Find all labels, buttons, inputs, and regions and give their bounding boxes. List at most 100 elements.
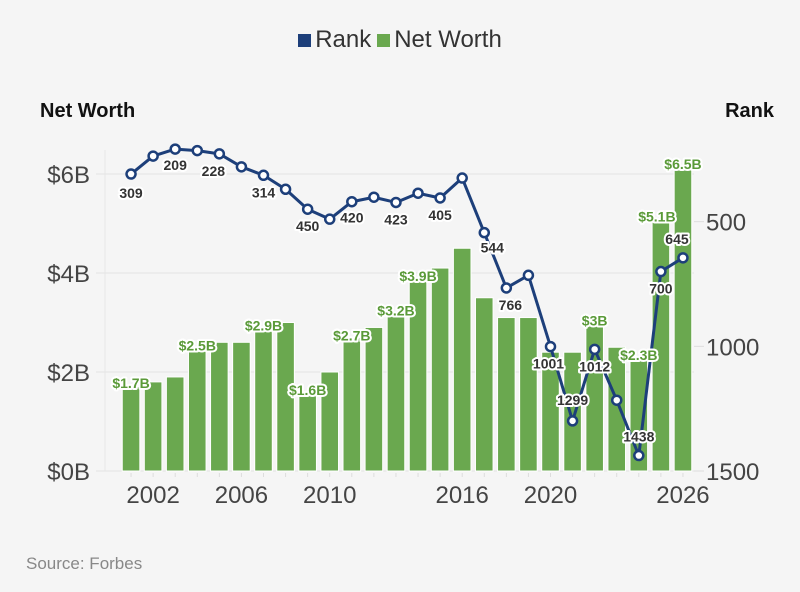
rank-point [323, 213, 336, 225]
net-worth-data-labels: $1.7B $2.5B $2.9B $1.6B $2.7B $3.2B $3.9B $3B $2… [110, 154, 703, 400]
rank-point [655, 265, 667, 278]
rank-point [544, 340, 557, 353]
rank-data-label: 405 [428, 207, 452, 223]
rank-point [500, 282, 513, 294]
net-worth-bar [651, 218, 671, 472]
legend-swatch-rank [298, 33, 312, 47]
legend-label-rank: Rank [315, 26, 372, 53]
net-worth-bars [121, 169, 693, 472]
rank-data-label: 766 [499, 297, 523, 313]
rank-point [633, 449, 645, 462]
rank-point [610, 394, 623, 406]
legend-item-rank[interactable]: Rank [298, 26, 371, 54]
net-worth-data-label: $3.2B [377, 303, 414, 319]
net-worth-bar [232, 341, 251, 472]
rank-point [368, 191, 380, 203]
rank-data-label: 209 [164, 157, 188, 173]
rank-data-label: 1001 [533, 356, 564, 372]
rank-data-label: 309 [119, 185, 143, 201]
rank-point [235, 161, 248, 173]
net-worth-data-label: $2.9B [245, 317, 282, 333]
rank-point [478, 226, 491, 239]
y-left-tick-label: $2B [47, 360, 90, 387]
x-tick-label: 2026 [656, 482, 709, 509]
net-worth-bar [607, 346, 627, 472]
net-worth-bar [320, 371, 340, 472]
net-worth-data-label: $1.6B [289, 382, 326, 398]
x-tick-label: 2016 [435, 482, 488, 509]
y-left-tick-label: $4B [47, 261, 90, 288]
rank-point [346, 195, 358, 208]
chart-legend: Rank Net Worth [0, 26, 800, 54]
net-worth-bar [474, 297, 494, 472]
right-axis-title: Rank [725, 100, 774, 122]
net-worth-data-label: $2.7B [333, 327, 370, 343]
legend-swatch-net-worth [377, 33, 391, 47]
net-worth-bar [519, 317, 538, 472]
rank-point [125, 168, 137, 180]
rank-data-label: 700 [649, 281, 673, 297]
x-tick-label: 2002 [126, 482, 179, 509]
rank-point [191, 144, 204, 157]
rank-point [677, 252, 689, 264]
net-worth-data-label: $5.1B [638, 209, 675, 225]
rank-point [257, 169, 270, 182]
rank-data-label: 314 [252, 184, 276, 200]
x-tick-label: 2006 [215, 482, 268, 509]
rank-point [456, 172, 468, 184]
rank-point [147, 150, 159, 162]
net-worth-bar [563, 351, 582, 472]
net-worth-bar [254, 326, 273, 472]
net-worth-bar [276, 322, 295, 472]
net-worth-data-label: $6.5B [664, 156, 701, 172]
rank-data-label: 420 [340, 210, 364, 226]
net-worth-bar [430, 267, 450, 472]
rank-point [434, 192, 446, 204]
rank-point [279, 183, 292, 196]
legend-item-net-worth[interactable]: Net Worth [377, 26, 502, 54]
net-worth-bar [364, 326, 384, 472]
rank-data-label: 1438 [623, 429, 654, 445]
axis-ticks: $0B $2B $4B $6B 500 1000 1500 2002 2006 2010 2016 2… [47, 162, 759, 509]
y-right-tick-label: 500 [706, 210, 746, 237]
source-note: Source: Forbes [26, 554, 143, 573]
rank-data-label: 544 [481, 240, 505, 256]
legend-label-net-worth: Net Worth [394, 26, 502, 53]
net-worth-bar [210, 341, 229, 472]
rank-data-label: 228 [202, 163, 226, 179]
rank-point [566, 415, 579, 427]
x-tick-label: 2010 [303, 482, 356, 509]
net-worth-data-label: $1.7B [112, 375, 149, 391]
net-worth-bar [452, 247, 472, 472]
y-right-tick-label: 1500 [706, 459, 759, 486]
x-tick-label: 2020 [524, 482, 577, 509]
rank-point [588, 343, 601, 356]
net-worth-data-label: $3B [582, 313, 608, 329]
net-worth-bar [143, 381, 163, 472]
y-left-tick-label: $0B [47, 459, 90, 486]
net-worth-bar [386, 312, 406, 472]
left-axis-title: Net Worth [40, 100, 136, 122]
net-worth-bar [187, 346, 207, 472]
rank-point [412, 187, 424, 199]
rank-data-label: 1012 [579, 358, 610, 374]
y-left-tick-label: $6B [47, 162, 90, 189]
rank-point [522, 269, 535, 282]
net-worth-data-label: $2.5B [179, 337, 216, 353]
rank-point [169, 143, 181, 155]
y-right-tick-label: 1000 [706, 334, 759, 361]
rank-data-labels: 309 209 228 314 450 420 423 405 544 766 1001 1299 10… [117, 155, 690, 446]
rank-data-label: 1299 [557, 392, 588, 408]
rank-point [390, 196, 402, 209]
net-worth-bar [165, 376, 185, 472]
net-worth-bar [121, 386, 141, 472]
net-worth-bar [673, 169, 693, 472]
rank-data-label: 645 [665, 231, 689, 247]
net-worth-data-label: $2.3B [620, 347, 657, 363]
rank-data-label: 450 [296, 218, 320, 234]
net-worth-bar [298, 391, 317, 472]
net-worth-bar [342, 336, 362, 472]
rank-point [213, 148, 226, 160]
rank-line [125, 143, 689, 462]
